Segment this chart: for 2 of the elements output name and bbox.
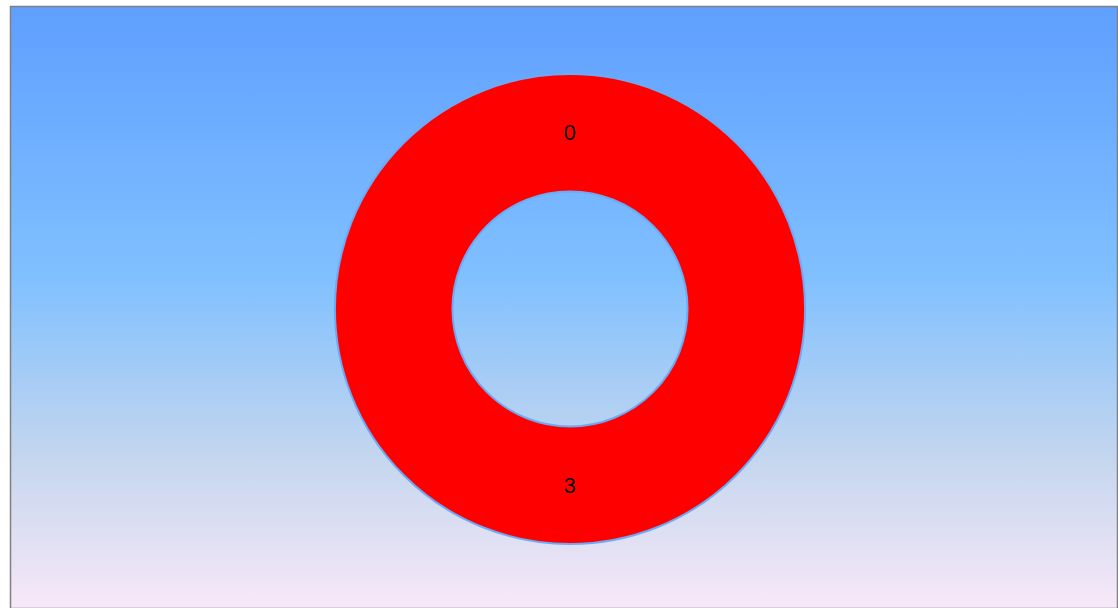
text: 0: [563, 120, 577, 146]
data-label: 3: [563, 472, 577, 498]
